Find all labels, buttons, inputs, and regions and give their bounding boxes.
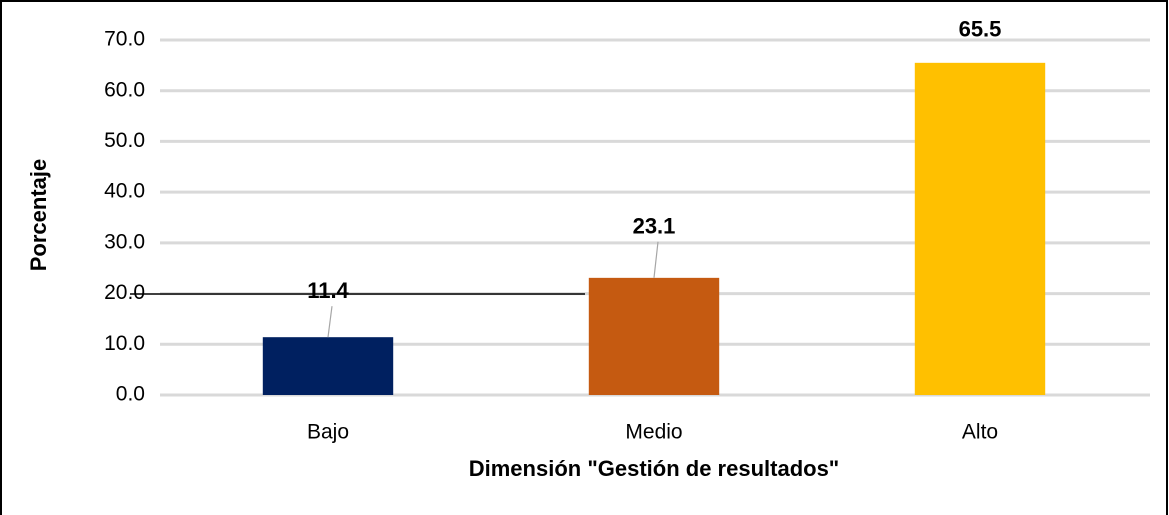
bar (262, 337, 394, 395)
y-tick-label: 40.0 (104, 180, 145, 203)
y-tick-label: 60.0 (104, 78, 145, 101)
leader-line (653, 241, 659, 278)
y-tick-label: 70.0 (104, 28, 145, 51)
y-tick-label: 50.0 (104, 129, 145, 152)
x-axis-title: Dimensión "Gestión de resultados" (469, 456, 840, 481)
bar (914, 62, 1046, 395)
x-tick-label: Medio (625, 421, 682, 444)
data-label: 11.4 (307, 278, 349, 303)
y-axis-title: Porcentaje (26, 159, 51, 272)
y-tick-label: 20.0 (104, 281, 145, 304)
bar (588, 277, 720, 395)
y-tick-label: 10.0 (104, 332, 145, 355)
data-label: 23.1 (633, 214, 676, 239)
y-tick-label: 0.0 (116, 383, 145, 406)
x-tick-label: Bajo (307, 421, 349, 444)
x-tick-label: Alto (962, 421, 998, 444)
leader-line (327, 306, 333, 338)
data-label: 65.5 (959, 17, 1002, 42)
y-tick-label: 30.0 (104, 230, 145, 253)
